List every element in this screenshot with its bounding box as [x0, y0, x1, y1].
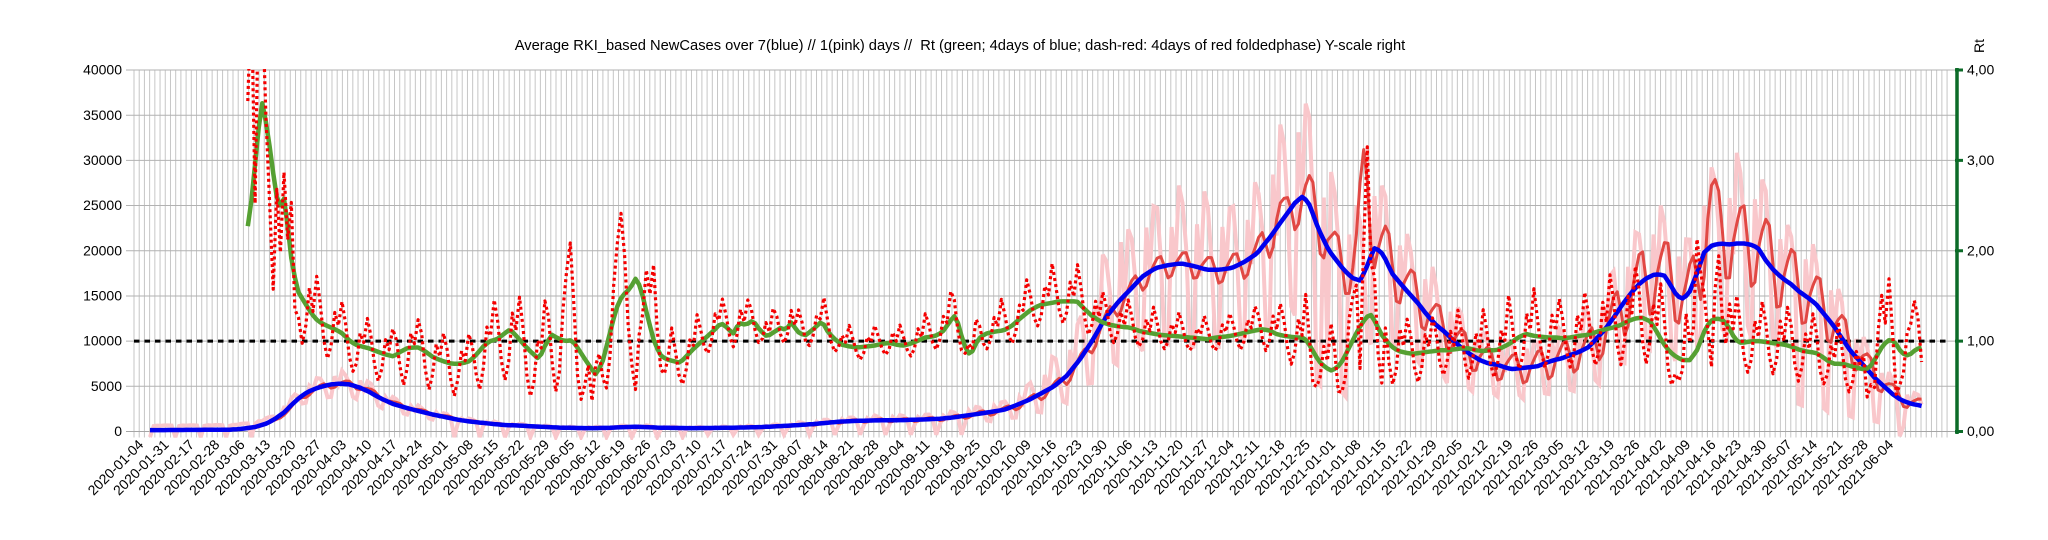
- svg-text:35000: 35000: [83, 107, 122, 123]
- svg-text:2,00: 2,00: [1967, 242, 1994, 258]
- svg-text:40000: 40000: [83, 62, 122, 78]
- svg-text:Average RKI_based NewCases ove: Average RKI_based NewCases over 7(blue) …: [515, 38, 1405, 54]
- svg-text:25000: 25000: [83, 197, 122, 213]
- svg-text:3,00: 3,00: [1967, 152, 1994, 168]
- svg-text:10000: 10000: [83, 333, 122, 349]
- svg-text:15000: 15000: [83, 288, 122, 304]
- svg-text:1,00: 1,00: [1967, 333, 1994, 349]
- svg-text:0,00: 0,00: [1967, 423, 1994, 439]
- svg-text:0: 0: [114, 423, 122, 439]
- svg-text:20000: 20000: [83, 242, 122, 258]
- svg-text:4,00: 4,00: [1967, 62, 1994, 78]
- svg-text:30000: 30000: [83, 152, 122, 168]
- svg-text:Rt: Rt: [1971, 39, 1987, 53]
- svg-text:5000: 5000: [91, 378, 122, 394]
